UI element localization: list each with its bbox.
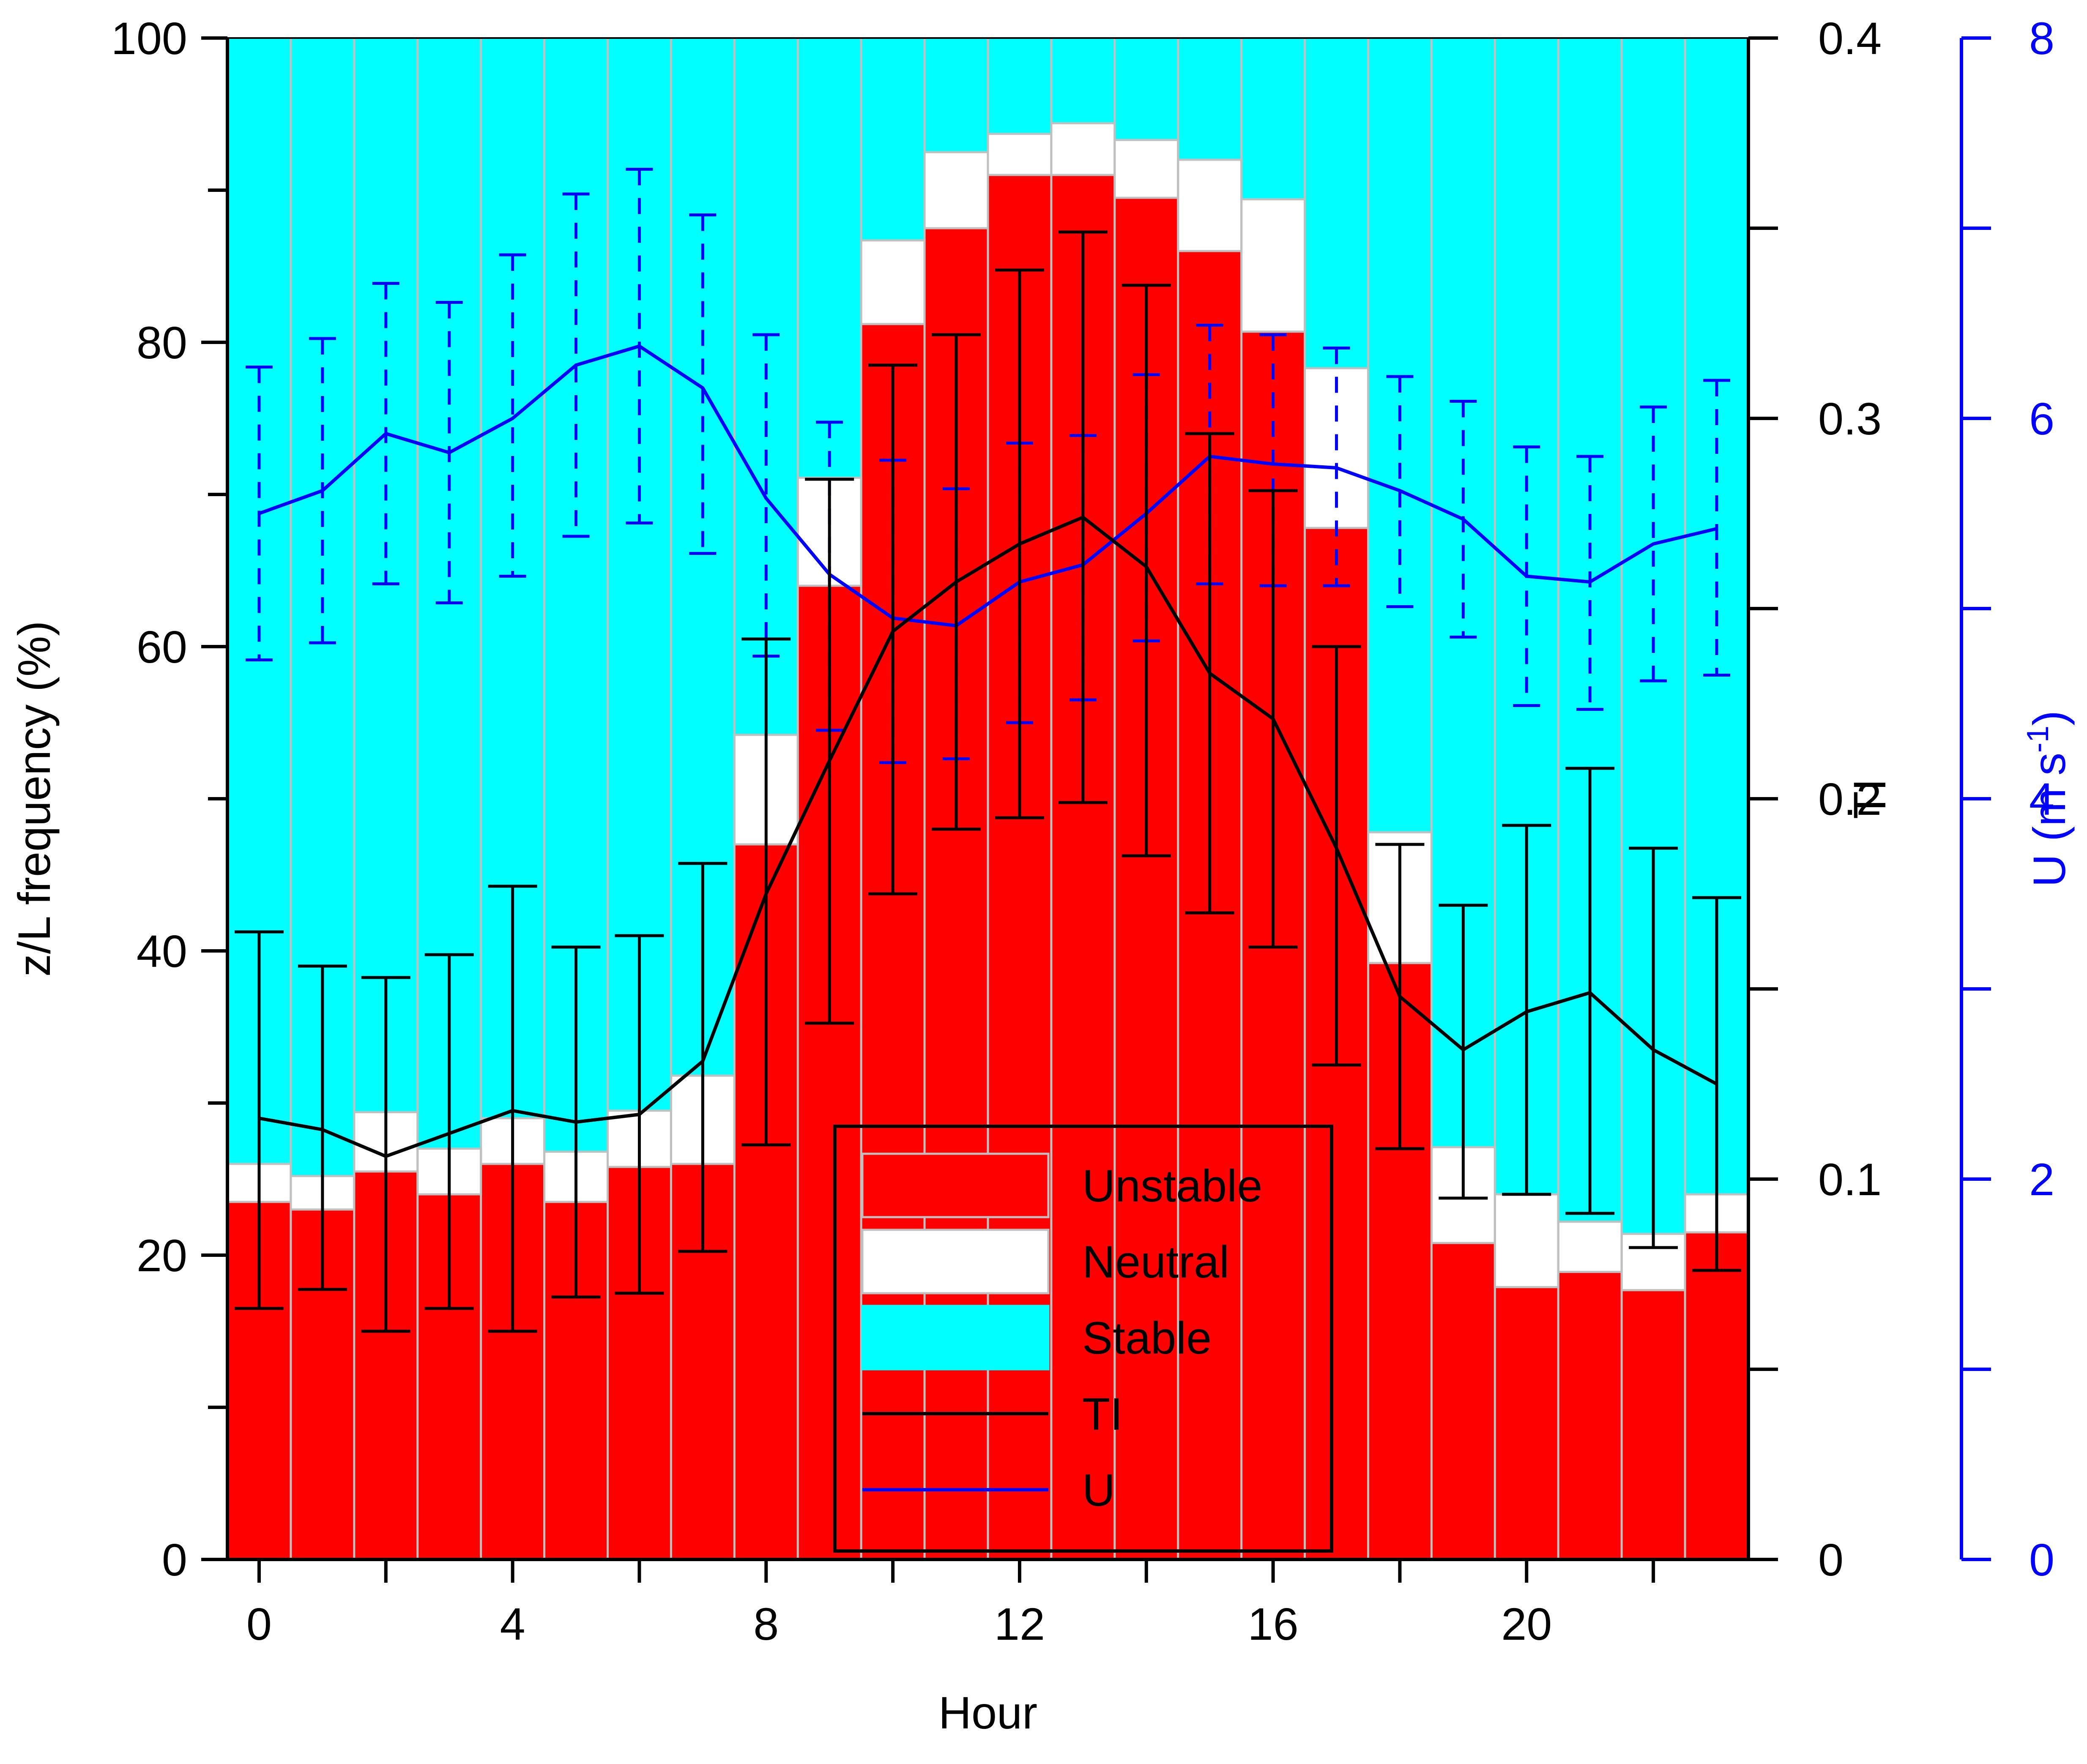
legend-label-stable: Stable (1082, 1312, 1212, 1363)
u-tick-label: 6 (2029, 393, 2054, 444)
bar-stable-hour-13 (1051, 38, 1115, 123)
u-axis-title-superscript: -1 (2021, 726, 2055, 753)
bar-stable-hour-9 (798, 38, 862, 478)
bar-neutral-hour-14 (1114, 140, 1178, 198)
bar-stable-hour-16 (1241, 38, 1305, 199)
x-tick-label: 0 (246, 1598, 272, 1649)
bar-stable-hour-15 (1178, 38, 1242, 160)
bar-stable-hour-8 (734, 38, 798, 735)
bar-neutral-hour-15 (1178, 160, 1242, 251)
u-axis-title: U (m s-1) (2021, 710, 2075, 887)
u-tick-label: 4 (2029, 773, 2054, 825)
ti-line (259, 516, 1718, 1158)
legend-box (833, 1125, 1333, 1553)
legend-label-unstable: Unstable (1082, 1160, 1262, 1211)
bar-unstable-hour-20 (1495, 1287, 1559, 1559)
bar-neutral-hour-12 (988, 134, 1051, 175)
neutral-outline-hour-16 (1240, 198, 1306, 333)
x-axis-title: Hour (938, 1687, 1037, 1738)
bar-stable-hour-11 (925, 38, 988, 152)
legend: Unstable Neutral Stable TI U (833, 1125, 1333, 1553)
bar-stable-hour-10 (861, 38, 925, 240)
ti-tick-label: 0.1 (1818, 1154, 1882, 1205)
u-axis-title-end: ) (2024, 710, 2075, 726)
legend-swatch-stable (861, 1305, 1050, 1371)
x-tick-label: 20 (1501, 1598, 1552, 1649)
u-line (258, 344, 1717, 628)
bar-stable-hour-14 (1114, 38, 1178, 140)
y-tick-label: 0 (162, 1534, 187, 1585)
bar-neutral-hour-21 (1558, 1221, 1622, 1272)
neutral-outline-hour-10 (860, 239, 926, 325)
bar-neutral-hour-16 (1241, 199, 1305, 332)
bar-stable-hour-6 (607, 38, 671, 1111)
y-tick-label: 100 (111, 13, 187, 64)
u-axis-title-main: U (m s (2024, 753, 2075, 887)
legend-label-neutral: Neutral (1082, 1236, 1229, 1287)
bar-unstable-hour-22 (1622, 1290, 1685, 1559)
ti-series-layer (234, 230, 1742, 1333)
ti-tick-label: 0.2 (1818, 773, 1882, 825)
y-tick-label: 80 (137, 317, 187, 368)
bar-stable-hour-12 (988, 38, 1051, 134)
bar-stable-hour-17 (1305, 38, 1368, 369)
u-tick-label: 0 (2029, 1534, 2054, 1585)
ti-tick-label: 0 (1818, 1534, 1844, 1585)
bar-neutral-hour-20 (1495, 1194, 1559, 1287)
y-tick-label: 20 (137, 1230, 187, 1281)
x-tick-label: 4 (500, 1598, 525, 1649)
ti-tick-label: 0.4 (1818, 13, 1882, 64)
y-tick-label: 60 (137, 621, 187, 672)
bar-neutral-hour-10 (861, 240, 925, 324)
bar-unstable-hour-21 (1558, 1272, 1622, 1559)
x-tick-label: 8 (753, 1598, 779, 1649)
legend-swatch-unstable (861, 1152, 1050, 1218)
bar-unstable-hour-19 (1431, 1243, 1495, 1559)
legend-label-u: U (1082, 1464, 1115, 1516)
y-tick-label: 40 (137, 926, 187, 977)
y-axis-title: z/L frequency (%) (8, 621, 60, 977)
bar-neutral-hour-13 (1051, 123, 1115, 175)
legend-swatch-neutral (861, 1229, 1050, 1294)
x-tick-label: 16 (1248, 1598, 1299, 1649)
ti-axis-title: TI (1844, 778, 1895, 819)
legend-label-ti: TI (1082, 1388, 1123, 1439)
u-tick-label: 8 (2029, 13, 2054, 64)
u-tick-label: 2 (2029, 1154, 2054, 1205)
bar-unstable-hour-23 (1685, 1232, 1748, 1559)
bar-neutral-hour-11 (925, 152, 988, 228)
ti-tick-label: 0.3 (1818, 393, 1882, 444)
neutral-outline-hour-11 (923, 151, 989, 229)
x-tick-label: 12 (994, 1598, 1045, 1649)
